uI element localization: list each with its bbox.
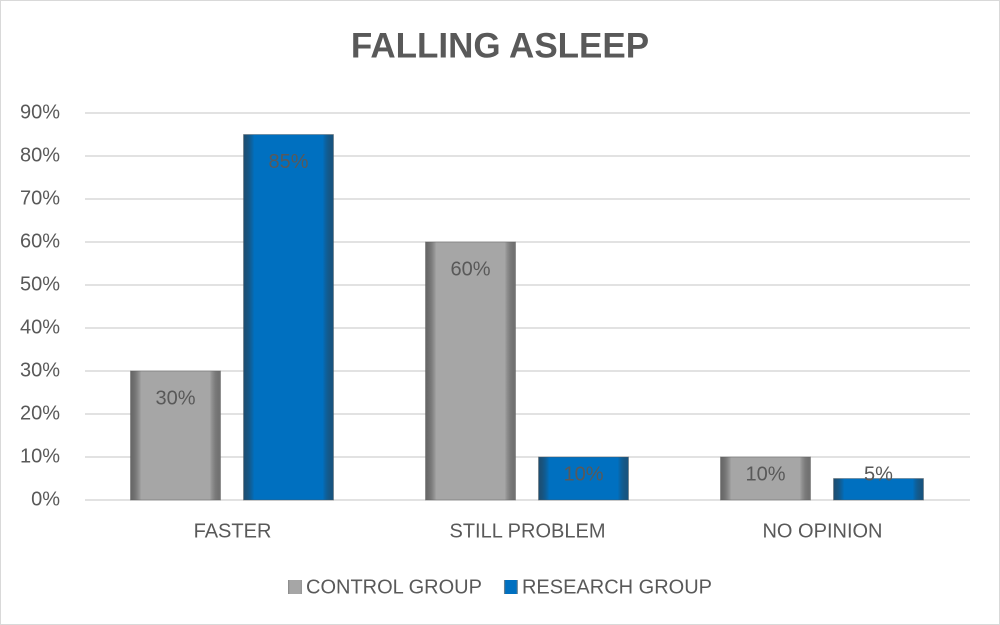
legend-swatch: [503, 580, 518, 594]
y-tick-label: 10%: [20, 445, 60, 467]
x-tick-label: STILL PROBLEM: [450, 520, 606, 542]
bar: [833, 478, 924, 501]
bar: [130, 370, 221, 501]
legend-swatch: [288, 580, 303, 594]
chart-title: FALLING ASLEEP: [351, 26, 649, 65]
y-tick-label: 20%: [20, 402, 60, 424]
y-tick-label: 70%: [20, 187, 60, 209]
legend: CONTROL GROUP RESEARCH GROUP: [288, 576, 712, 598]
y-tick-label: 90%: [20, 101, 60, 123]
bar: [243, 134, 334, 501]
y-tick-label: 0%: [31, 488, 60, 510]
bar: [720, 456, 811, 501]
data-label: 30%: [155, 387, 195, 409]
legend-label: CONTROL GROUP: [306, 576, 482, 598]
data-label: 85%: [268, 151, 308, 173]
y-tick-label: 40%: [20, 316, 60, 338]
bar: [425, 241, 516, 501]
y-tick-label: 50%: [20, 273, 60, 295]
x-tick-label: NO OPINION: [762, 520, 882, 542]
legend-label: RESEARCH GROUP: [522, 576, 712, 598]
data-label: 10%: [745, 463, 785, 485]
y-tick-label: 60%: [20, 230, 60, 252]
y-tick-label: 80%: [20, 144, 60, 166]
bar: [538, 456, 629, 501]
data-label: 60%: [450, 258, 490, 280]
data-label: 10%: [563, 463, 603, 485]
data-label: 5%: [864, 463, 893, 485]
y-tick-label: 30%: [20, 359, 60, 381]
x-tick-label: FASTER: [194, 520, 272, 542]
